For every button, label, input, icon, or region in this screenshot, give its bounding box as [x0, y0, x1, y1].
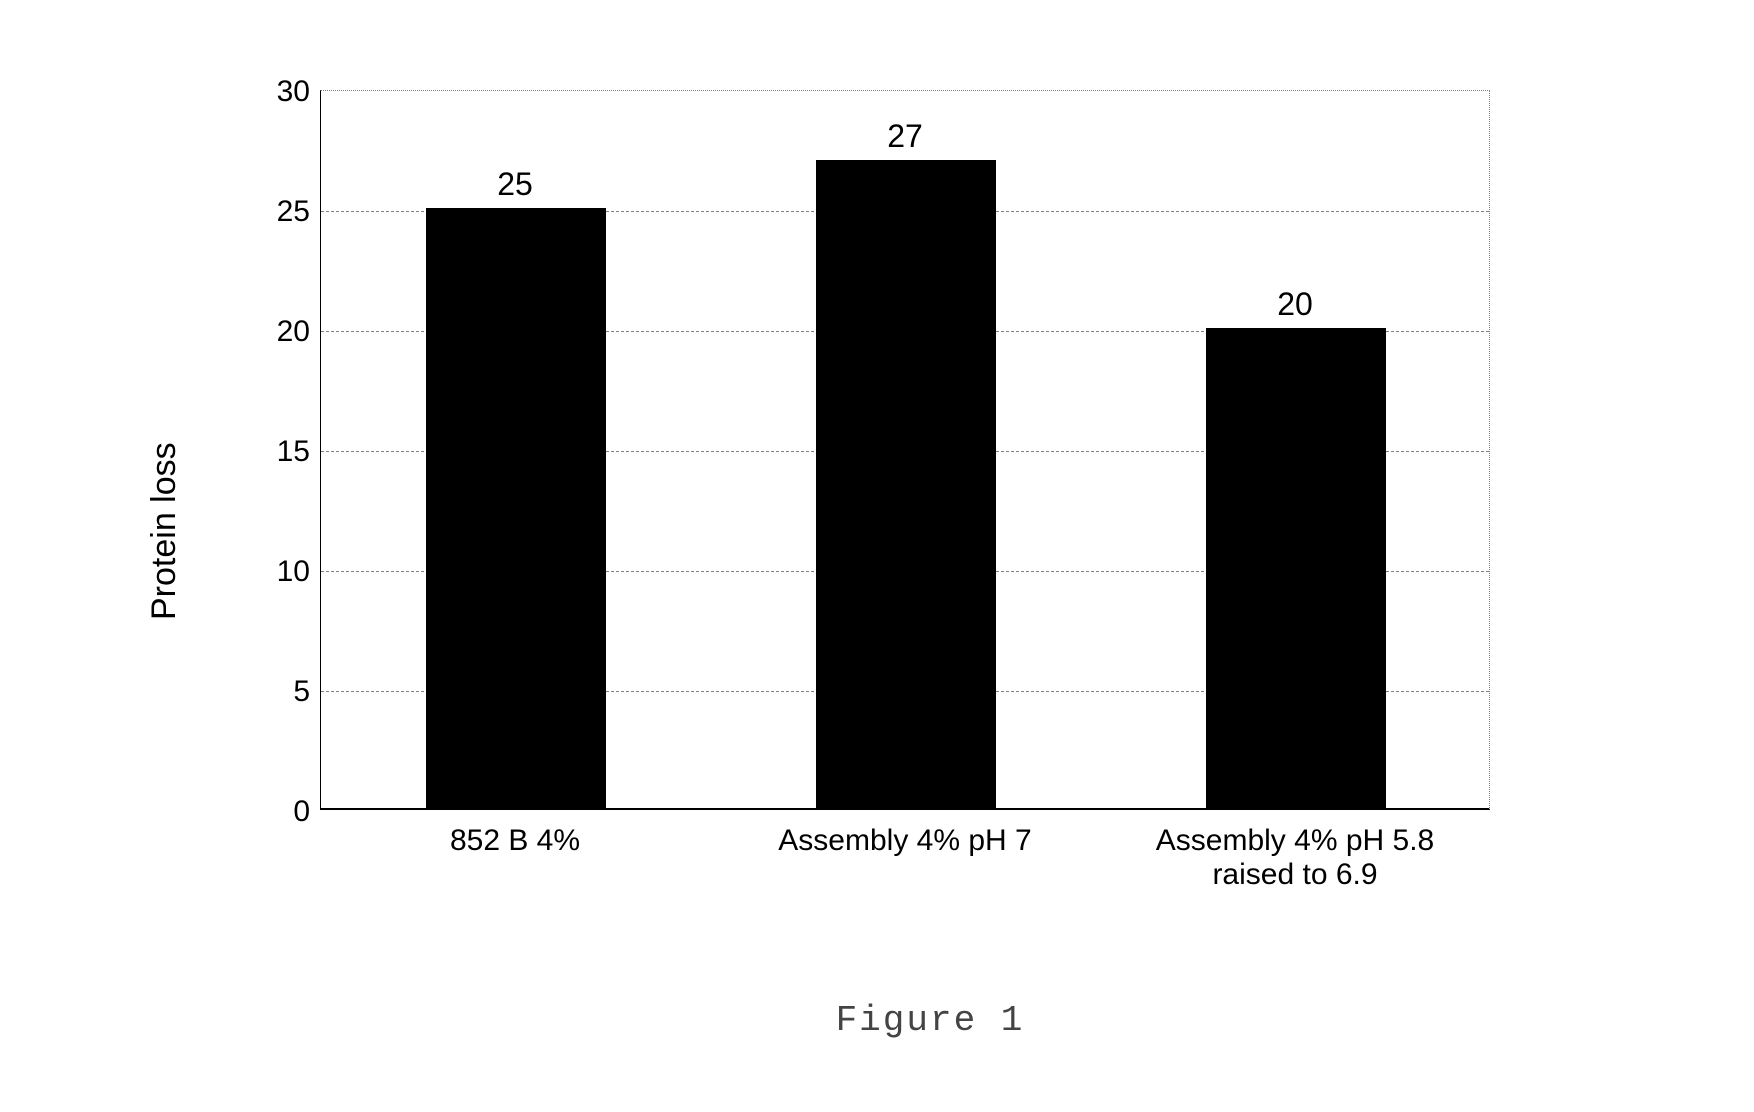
x-tick-label: Assembly 4% pH 7 — [705, 824, 1105, 858]
figure-caption: Figure 1 — [730, 1000, 1130, 1041]
y-tick-label: 30 — [250, 75, 310, 109]
x-tick-label: 852 B 4% — [315, 824, 715, 858]
y-tick-label: 25 — [250, 195, 310, 229]
page: Protein loss 0 5 10 15 20 25 30 25 852 B 4% 27 As… — [0, 0, 1754, 1112]
y-tick-label: 20 — [250, 315, 310, 349]
y-tick-label: 15 — [250, 435, 310, 469]
y-tick-label: 10 — [250, 555, 310, 589]
bar — [1206, 328, 1385, 808]
y-tick-label: 0 — [250, 795, 310, 829]
y-axis-label: Protein loss — [145, 442, 184, 620]
x-tick-label: Assembly 4% pH 5.8raised to 6.9 — [1095, 824, 1495, 892]
bar — [816, 160, 995, 808]
bar — [426, 208, 605, 808]
y-tick-label: 5 — [250, 675, 310, 709]
bar-value-label: 20 — [1145, 286, 1445, 323]
bar-value-label: 25 — [365, 166, 665, 203]
bar-value-label: 27 — [755, 118, 1055, 155]
